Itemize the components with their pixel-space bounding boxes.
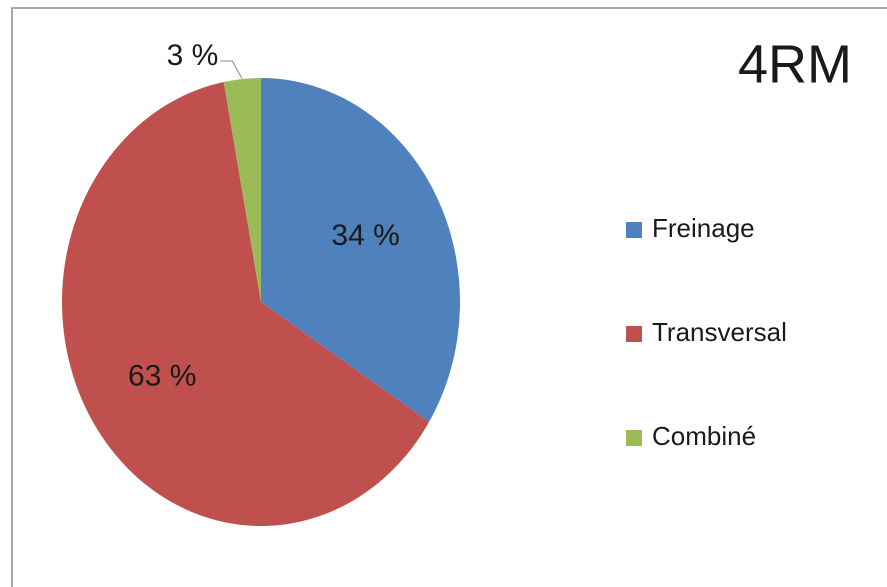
legend-swatch (626, 326, 642, 342)
legend-label: Combiné (652, 421, 756, 451)
pie-slice (223, 78, 261, 302)
leader-line (220, 60, 243, 80)
legend-swatch (626, 222, 642, 238)
chart-title: 4RM (738, 34, 852, 94)
data-label: 63 % (128, 359, 196, 392)
data-label: 34 % (331, 219, 399, 252)
legend-label: Freinage (652, 213, 755, 243)
data-label: 3 % (167, 39, 219, 72)
pie-slice (62, 81, 430, 527)
legend-label: Transversal (652, 317, 787, 347)
pie-slice (261, 78, 460, 423)
legend-swatch (626, 430, 642, 446)
